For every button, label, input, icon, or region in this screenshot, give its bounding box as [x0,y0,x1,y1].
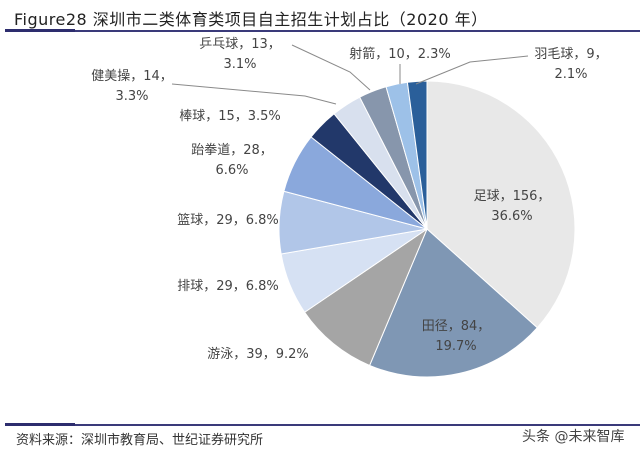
pie-slice-足球 [426,80,576,329]
source-note: 资料来源：深圳市教育局、世纪证券研究所 [16,433,264,448]
figure-title: Figure28 深圳市二类体育类项目自主招生计划占比（2020 年） [14,10,488,29]
data-label: 棒球，15，3.5% [179,109,281,124]
data-label: 射箭，10，2.3% [349,46,451,62]
data-labels: 足球，156， 36.6% 田径，84， 19.7% 游泳，39，9.2% 排球，29，6… [91,37,607,362]
leader-line [415,55,529,85]
data-label: 足球，156， 36.6% [474,189,551,224]
watermark: 头条 @未来智库 [522,429,625,445]
data-label: 健美操，14， 3.3% [91,68,173,104]
data-label: 羽毛球，9， 2.1% [534,47,607,82]
pie-slice-羽毛球 [406,80,428,230]
bottom-divider [5,424,640,426]
leader-line [171,83,337,105]
data-label: 跆拳道，28， 6.6% [191,142,273,178]
data-label: 篮球，29，6.8% [177,213,279,228]
pie-slice-游泳 [303,227,429,367]
bottom-divider-accent [5,423,75,426]
data-label: 游泳，39，9.2% [207,347,309,362]
leader-line [291,44,371,91]
top-divider [5,30,640,32]
data-label: 田径，84， 19.7% [422,319,491,354]
leader-lines [171,44,529,105]
top-divider-accent [5,29,75,32]
pie-slices [278,80,576,378]
data-label: 排球，29，6.8% [177,279,279,294]
data-label: 乒乓球，13， 3.1% [199,37,281,72]
